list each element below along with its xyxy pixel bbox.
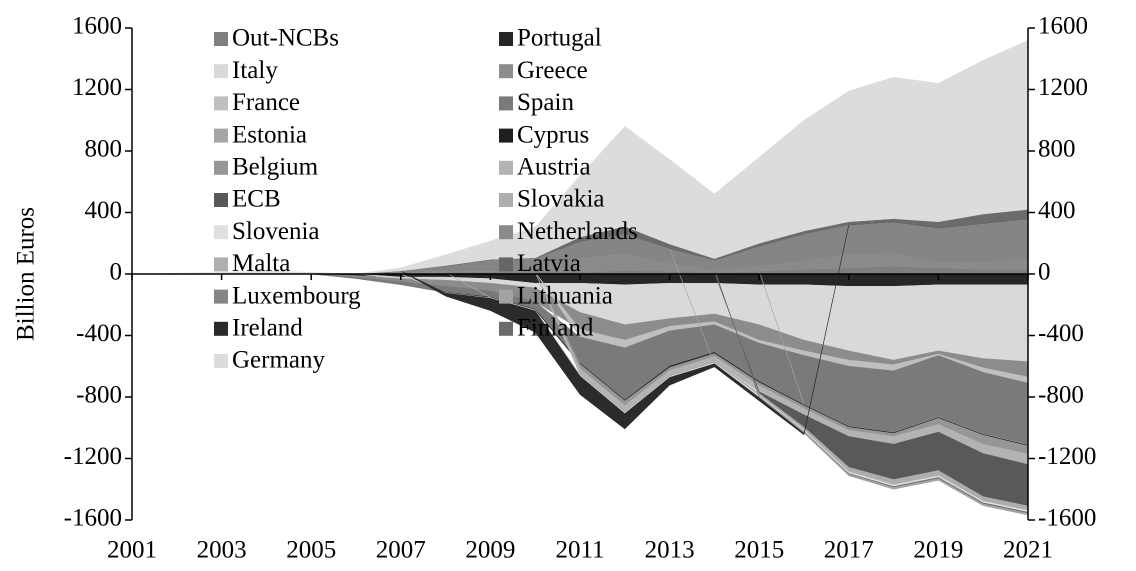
legend-label: Spain (517, 89, 574, 116)
legend-swatch (214, 160, 228, 175)
y-tick-label: 0 (110, 259, 123, 286)
x-tick-label: 2007 (376, 537, 426, 564)
y-tick-label: 800 (85, 136, 123, 163)
legend-label: Italy (232, 57, 278, 84)
legend-label: Finland (517, 315, 594, 342)
x-tick-label: 2019 (913, 537, 963, 564)
legend-label: ECB (232, 186, 281, 213)
x-tick-label: 2017 (824, 537, 874, 564)
y2-tick-label: -400 (1038, 320, 1084, 347)
y-tick-label: -400 (76, 320, 122, 347)
y2-tick-label: -1600 (1038, 505, 1096, 532)
y-axis-label: Billion Euros (13, 207, 40, 341)
legend-swatch (214, 32, 228, 46)
legend-label: Greece (517, 57, 588, 84)
legend-label: Ireland (232, 315, 303, 342)
legend-label: Belgium (232, 154, 319, 181)
legend-swatch (214, 225, 228, 240)
legend-swatch (499, 32, 513, 46)
legend-label: Slovakia (517, 186, 605, 213)
y-tick-label: 1600 (72, 13, 122, 40)
legend-label: Portugal (517, 25, 602, 52)
legend-swatch (499, 321, 513, 336)
legend-label: Austria (517, 154, 591, 181)
y-tick-label: -800 (76, 382, 122, 409)
legend-swatch (214, 193, 228, 207)
x-tick-label: 2011 (555, 537, 604, 564)
legend-swatch (499, 96, 513, 111)
legend-swatch (499, 289, 513, 304)
legend-label: France (232, 89, 300, 116)
legend-label: Netherlands (517, 218, 638, 245)
legend-swatch (214, 64, 228, 79)
legend-label: Germany (232, 347, 326, 374)
x-tick-label: 2001 (107, 537, 157, 564)
x-tick-label: 2009 (465, 537, 515, 564)
y-tick-label: 1200 (72, 74, 122, 101)
legend-label: Out-NCBs (232, 25, 339, 52)
y-tick-label: 400 (85, 197, 123, 224)
legend-label: Cyprus (517, 121, 589, 148)
legend-swatch (499, 160, 513, 175)
x-tick-label: 2003 (197, 537, 247, 564)
legend-swatch (499, 64, 513, 79)
y2-tick-label: -1200 (1038, 443, 1096, 470)
y2-tick-label: 1200 (1038, 74, 1088, 101)
legend-swatch (499, 128, 513, 143)
y2-tick-label: 400 (1038, 197, 1076, 224)
legend-swatch (214, 321, 228, 336)
legend-swatch (499, 225, 513, 240)
legend-swatch (214, 289, 228, 304)
legend-label: Luxembourg (232, 282, 361, 309)
x-tick-label: 2005 (286, 537, 336, 564)
x-tick-label: 2021 (1003, 537, 1053, 564)
legend-swatch (214, 354, 228, 368)
legend-label: Slovenia (232, 218, 320, 245)
legend-label: Malta (232, 250, 290, 277)
y-tick-label: -1200 (64, 443, 122, 470)
y2-tick-label: 0 (1038, 259, 1051, 286)
x-tick-label: 2015 (734, 537, 784, 564)
legend-swatch (214, 128, 228, 143)
legend-swatch (499, 193, 513, 207)
y2-tick-label: 800 (1038, 136, 1076, 163)
legend-label: Estonia (232, 121, 307, 148)
legend-swatch (214, 96, 228, 111)
legend-swatch (499, 257, 513, 272)
y-tick-label: -1600 (64, 505, 122, 532)
y2-tick-label: 1600 (1038, 13, 1088, 40)
legend-swatch (214, 257, 228, 272)
legend-label: Lithuania (517, 282, 613, 309)
legend-label: Latvia (517, 250, 581, 277)
x-tick-label: 2013 (645, 537, 695, 564)
y2-tick-label: -800 (1038, 382, 1084, 409)
